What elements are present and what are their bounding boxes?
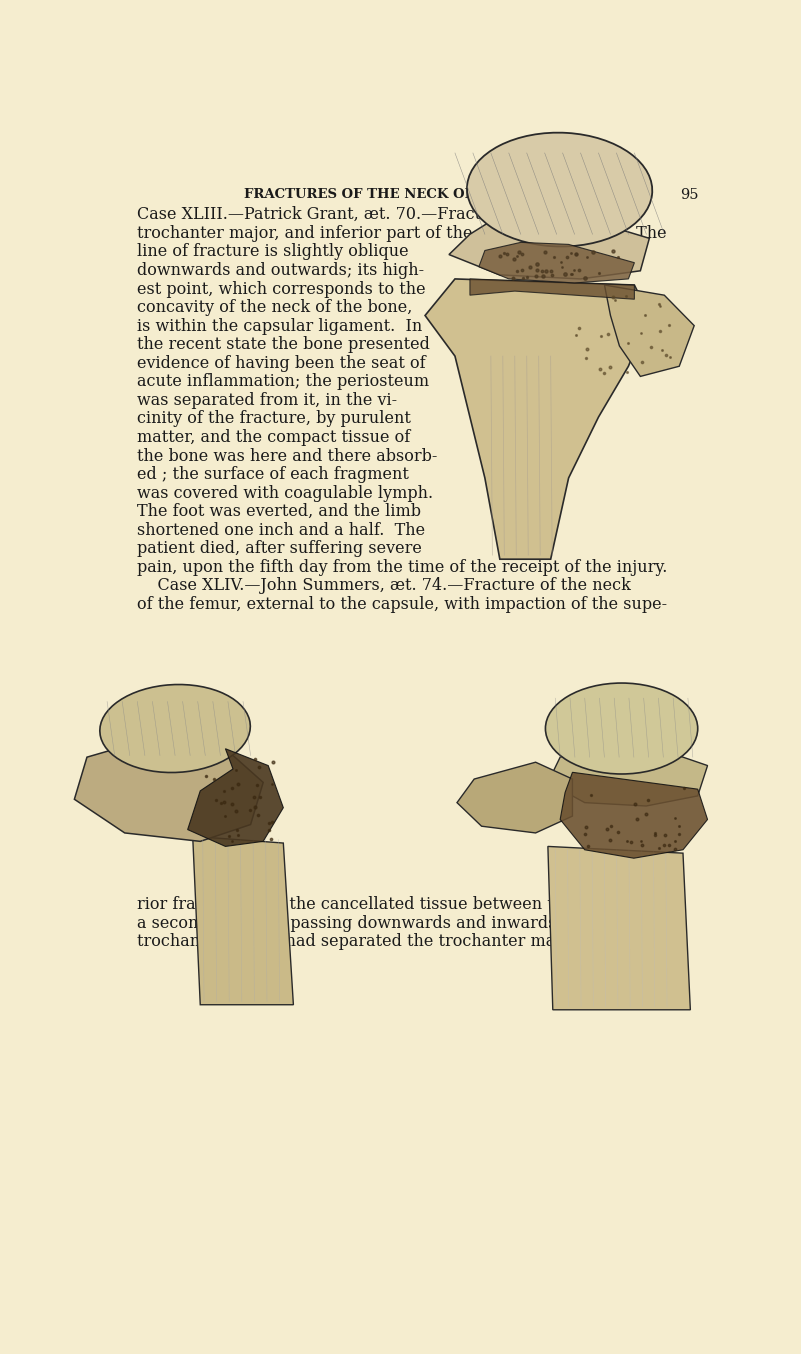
Text: Case XLIII.—Patrick Grant, æt. 70.—Fracture traversing the: Case XLIII.—Patrick Grant, æt. 70.—Fract… bbox=[138, 206, 630, 223]
Text: evidence of having been the seat of: evidence of having been the seat of bbox=[138, 355, 426, 372]
Text: of the femur, external to the capsule, with impaction of the supe-: of the femur, external to the capsule, w… bbox=[138, 596, 667, 613]
Text: The foot was everted, and the limb: The foot was everted, and the limb bbox=[138, 504, 421, 520]
Polygon shape bbox=[193, 837, 293, 1005]
Ellipse shape bbox=[467, 133, 652, 246]
Text: 95: 95 bbox=[681, 188, 699, 202]
Text: a second fracture, passing downwards and inwards towards the: a second fracture, passing downwards and… bbox=[138, 914, 659, 932]
Text: line of fracture is slightly oblique: line of fracture is slightly oblique bbox=[138, 244, 409, 260]
Ellipse shape bbox=[545, 682, 698, 774]
Text: was covered with coagulable lymph.: was covered with coagulable lymph. bbox=[138, 485, 433, 501]
Text: the recent state the bone presented: the recent state the bone presented bbox=[138, 336, 430, 353]
Polygon shape bbox=[560, 772, 707, 858]
Text: the bone was here and there absorb-: the bone was here and there absorb- bbox=[138, 448, 437, 464]
Text: concavity of the neck of the bone,: concavity of the neck of the bone, bbox=[138, 299, 413, 315]
Text: matter, and the compact tissue of: matter, and the compact tissue of bbox=[138, 429, 411, 445]
Text: trochanter minor, had separated the trochanter major from the: trochanter minor, had separated the troc… bbox=[138, 933, 654, 951]
Text: downwards and outwards; its high-: downwards and outwards; its high- bbox=[138, 261, 425, 279]
Text: is within the capsular ligament.  In: is within the capsular ligament. In bbox=[138, 318, 423, 334]
Polygon shape bbox=[74, 735, 264, 841]
Text: was separated from it, in the vi-: was separated from it, in the vi- bbox=[138, 391, 397, 409]
Polygon shape bbox=[479, 242, 634, 283]
Text: Case XLIV.—John Summers, æt. 74.—Fracture of the neck: Case XLIV.—John Summers, æt. 74.—Fractur… bbox=[138, 577, 631, 594]
Polygon shape bbox=[548, 846, 690, 1010]
Polygon shape bbox=[425, 279, 650, 559]
Text: est point, which corresponds to the: est point, which corresponds to the bbox=[138, 280, 426, 298]
Text: patient died, after suffering severe: patient died, after suffering severe bbox=[138, 540, 422, 558]
Ellipse shape bbox=[100, 685, 251, 773]
Polygon shape bbox=[470, 279, 634, 299]
Text: FRACTURES OF THE NECK OF THE FEMUR.: FRACTURES OF THE NECK OF THE FEMUR. bbox=[244, 188, 577, 200]
Text: shortened one inch and a half.  The: shortened one inch and a half. The bbox=[138, 521, 425, 539]
Text: trochanter major, and inferior part of the neck of the femur.  The: trochanter major, and inferior part of t… bbox=[138, 225, 667, 242]
Text: ed ; the surface of each fragment: ed ; the surface of each fragment bbox=[138, 466, 409, 483]
Polygon shape bbox=[449, 210, 650, 279]
Text: acute inflammation; the periosteum: acute inflammation; the periosteum bbox=[138, 374, 429, 390]
Polygon shape bbox=[605, 286, 694, 376]
Text: cinity of the fracture, by purulent: cinity of the fracture, by purulent bbox=[138, 410, 411, 428]
Polygon shape bbox=[187, 749, 284, 846]
Text: pain, upon the fifth day from the time of the receipt of the injury.: pain, upon the fifth day from the time o… bbox=[138, 559, 668, 575]
Polygon shape bbox=[548, 745, 707, 806]
Polygon shape bbox=[457, 762, 573, 833]
Text: rior fragment into the cancellated tissue between the trochanters ;: rior fragment into the cancellated tissu… bbox=[138, 896, 685, 913]
